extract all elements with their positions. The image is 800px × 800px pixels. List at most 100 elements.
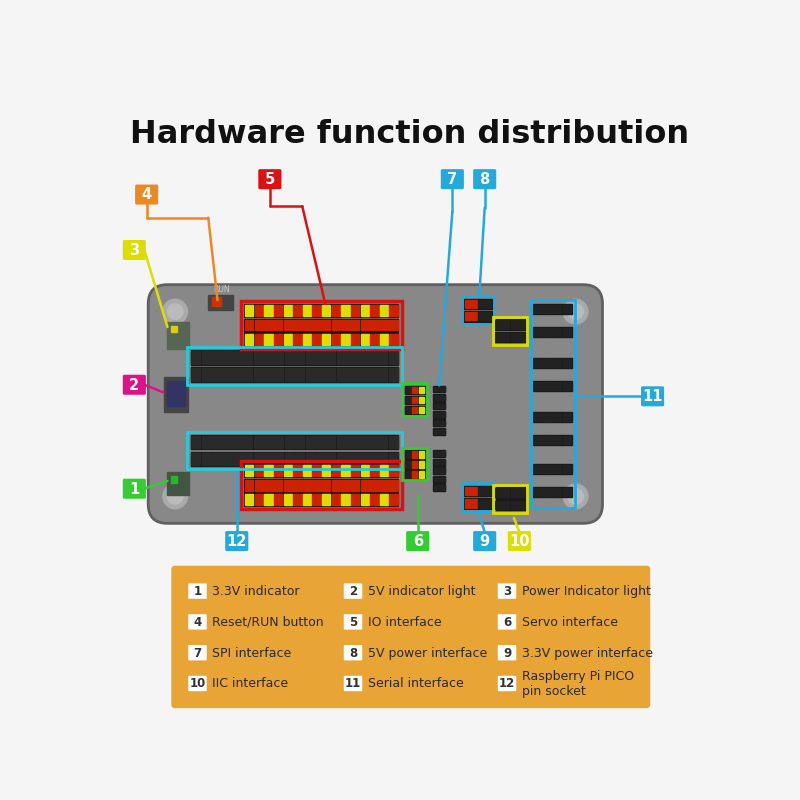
Bar: [534, 435, 572, 445]
Text: 1: 1: [130, 482, 139, 497]
Bar: [534, 358, 572, 368]
Bar: [553, 466, 562, 473]
Bar: [478, 300, 484, 308]
Text: 11: 11: [345, 678, 361, 690]
Bar: [465, 499, 470, 507]
Bar: [166, 381, 185, 406]
Bar: [303, 466, 311, 476]
Text: Power Indicator light: Power Indicator light: [522, 585, 650, 598]
Bar: [222, 368, 231, 381]
Bar: [534, 412, 572, 422]
Bar: [322, 305, 330, 316]
Bar: [553, 328, 562, 336]
Bar: [486, 499, 491, 507]
FancyBboxPatch shape: [498, 583, 516, 599]
Bar: [332, 305, 340, 316]
Bar: [543, 382, 552, 390]
Bar: [303, 480, 311, 490]
Bar: [471, 486, 477, 495]
Bar: [274, 436, 283, 448]
Bar: [440, 429, 445, 434]
Bar: [495, 488, 502, 497]
Bar: [493, 317, 527, 345]
Bar: [402, 448, 427, 480]
Bar: [322, 334, 330, 345]
Bar: [190, 367, 398, 382]
Bar: [241, 301, 402, 349]
Bar: [347, 351, 356, 363]
Bar: [534, 488, 542, 496]
Bar: [316, 436, 325, 448]
Bar: [212, 297, 222, 306]
Bar: [264, 368, 273, 381]
Bar: [562, 328, 571, 336]
Bar: [478, 486, 484, 495]
Bar: [264, 305, 273, 316]
Bar: [440, 395, 445, 400]
Text: 6: 6: [413, 534, 422, 549]
Bar: [434, 395, 438, 400]
Bar: [351, 494, 359, 506]
Bar: [380, 334, 388, 345]
Bar: [440, 468, 445, 473]
Text: 5V power interface: 5V power interface: [368, 646, 487, 659]
Bar: [378, 351, 387, 363]
Text: Serial interface: Serial interface: [368, 678, 463, 690]
Bar: [326, 351, 335, 363]
Bar: [418, 451, 424, 458]
Bar: [191, 351, 200, 363]
Bar: [342, 334, 350, 345]
Bar: [562, 305, 571, 313]
Bar: [412, 451, 418, 458]
Bar: [245, 334, 254, 345]
Bar: [212, 453, 221, 466]
Text: 7: 7: [447, 172, 458, 187]
Bar: [412, 471, 418, 478]
Bar: [306, 436, 314, 448]
Bar: [293, 494, 302, 506]
Bar: [380, 494, 388, 506]
Bar: [471, 300, 477, 308]
Bar: [283, 305, 292, 316]
Bar: [332, 334, 340, 345]
Text: 1: 1: [194, 585, 202, 598]
Bar: [465, 486, 470, 495]
Bar: [503, 488, 510, 497]
Bar: [434, 386, 438, 391]
FancyBboxPatch shape: [344, 645, 362, 661]
Text: 4: 4: [142, 187, 152, 202]
Bar: [518, 501, 525, 509]
Bar: [389, 453, 398, 466]
Bar: [440, 421, 445, 425]
Bar: [245, 320, 254, 330]
Bar: [254, 320, 263, 330]
Bar: [274, 351, 283, 363]
Bar: [465, 300, 470, 308]
Bar: [380, 466, 388, 476]
Circle shape: [163, 299, 187, 324]
Bar: [361, 334, 369, 345]
Text: 9: 9: [480, 534, 490, 549]
Bar: [243, 368, 252, 381]
Bar: [433, 450, 446, 457]
Bar: [274, 453, 283, 466]
Bar: [295, 453, 304, 466]
Bar: [322, 480, 330, 490]
Text: Raspberry Pi PICO
pin socket: Raspberry Pi PICO pin socket: [522, 670, 634, 698]
Bar: [342, 494, 350, 506]
Bar: [534, 487, 572, 497]
Bar: [494, 499, 526, 510]
Bar: [337, 368, 346, 381]
Bar: [462, 296, 494, 324]
Bar: [434, 460, 438, 465]
Bar: [254, 494, 263, 506]
Bar: [486, 312, 491, 321]
FancyBboxPatch shape: [498, 614, 516, 630]
Bar: [274, 334, 282, 345]
Bar: [254, 480, 263, 490]
Bar: [553, 305, 562, 313]
Bar: [171, 326, 178, 332]
FancyBboxPatch shape: [498, 645, 516, 661]
Bar: [418, 471, 424, 478]
Bar: [494, 487, 526, 498]
